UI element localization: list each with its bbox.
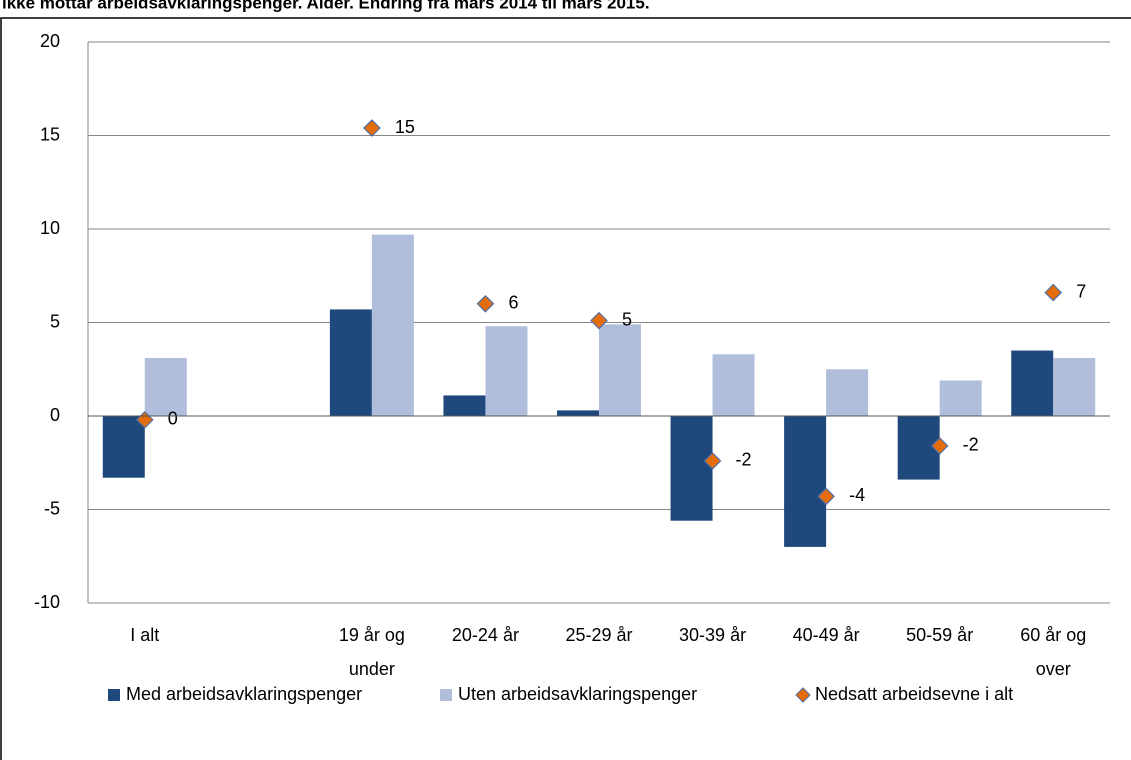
- legend-marker: [795, 687, 811, 703]
- marker: [590, 311, 608, 330]
- x-tick-label: 25-29 år: [565, 625, 632, 645]
- legend-label: Uten arbeidsavklaringspenger: [458, 684, 697, 704]
- chart-frame: [0, 17, 1131, 760]
- bar: [329, 309, 372, 416]
- marker: [1044, 283, 1063, 302]
- x-tick-label: I alt: [130, 625, 159, 645]
- marker: [930, 437, 949, 455]
- marker: [817, 487, 835, 506]
- bar: [485, 326, 528, 416]
- bar: [144, 358, 187, 416]
- x-tick-label: 60 år og over: [1020, 625, 1086, 679]
- data-label: -2: [736, 450, 752, 470]
- x-tick-label: 20-24 år: [452, 625, 519, 645]
- chart-title: ikke mottar arbeidsavklaringspenger. Ald…: [2, 0, 650, 12]
- bar: [826, 369, 869, 416]
- bar: [712, 354, 755, 416]
- bar: [784, 416, 827, 547]
- bar: [1011, 350, 1054, 416]
- y-tick-label: -10: [34, 592, 60, 612]
- data-label: 7: [1076, 281, 1086, 301]
- marker: [476, 294, 495, 313]
- x-tick-label: 19 år og under: [339, 625, 405, 679]
- data-label: 0: [168, 408, 178, 428]
- bar: [670, 416, 713, 521]
- bar: [102, 416, 145, 478]
- bar: [939, 380, 982, 416]
- y-tick-label: 20: [40, 31, 60, 51]
- marker: [703, 452, 722, 470]
- legend-swatch: [440, 689, 452, 701]
- y-tick-label: -5: [44, 498, 60, 518]
- bar: [1053, 358, 1096, 416]
- bar: [557, 410, 599, 416]
- bar: [897, 416, 940, 480]
- y-tick-label: 5: [50, 311, 60, 331]
- x-tick-label: 50-59 år: [906, 625, 973, 645]
- marker: [363, 119, 381, 137]
- data-label: 15: [395, 117, 415, 137]
- y-tick-label: 15: [40, 124, 60, 144]
- data-label: 5: [622, 309, 632, 329]
- legend-label: Med arbeidsavklaringspenger: [126, 684, 362, 704]
- bar: [371, 234, 414, 416]
- x-tick-label: 40-49 år: [793, 625, 860, 645]
- data-label: 6: [508, 293, 518, 313]
- x-tick-label: 30-39 år: [679, 625, 746, 645]
- data-label: -4: [849, 485, 865, 505]
- legend-swatch: [108, 689, 120, 701]
- y-tick-label: 0: [50, 405, 60, 425]
- y-tick-label: 10: [40, 218, 60, 238]
- bar: [599, 324, 641, 416]
- legend-label: Nedsatt arbeidsevne i alt: [815, 684, 1013, 704]
- data-label: -2: [963, 435, 979, 455]
- bar: [443, 395, 486, 416]
